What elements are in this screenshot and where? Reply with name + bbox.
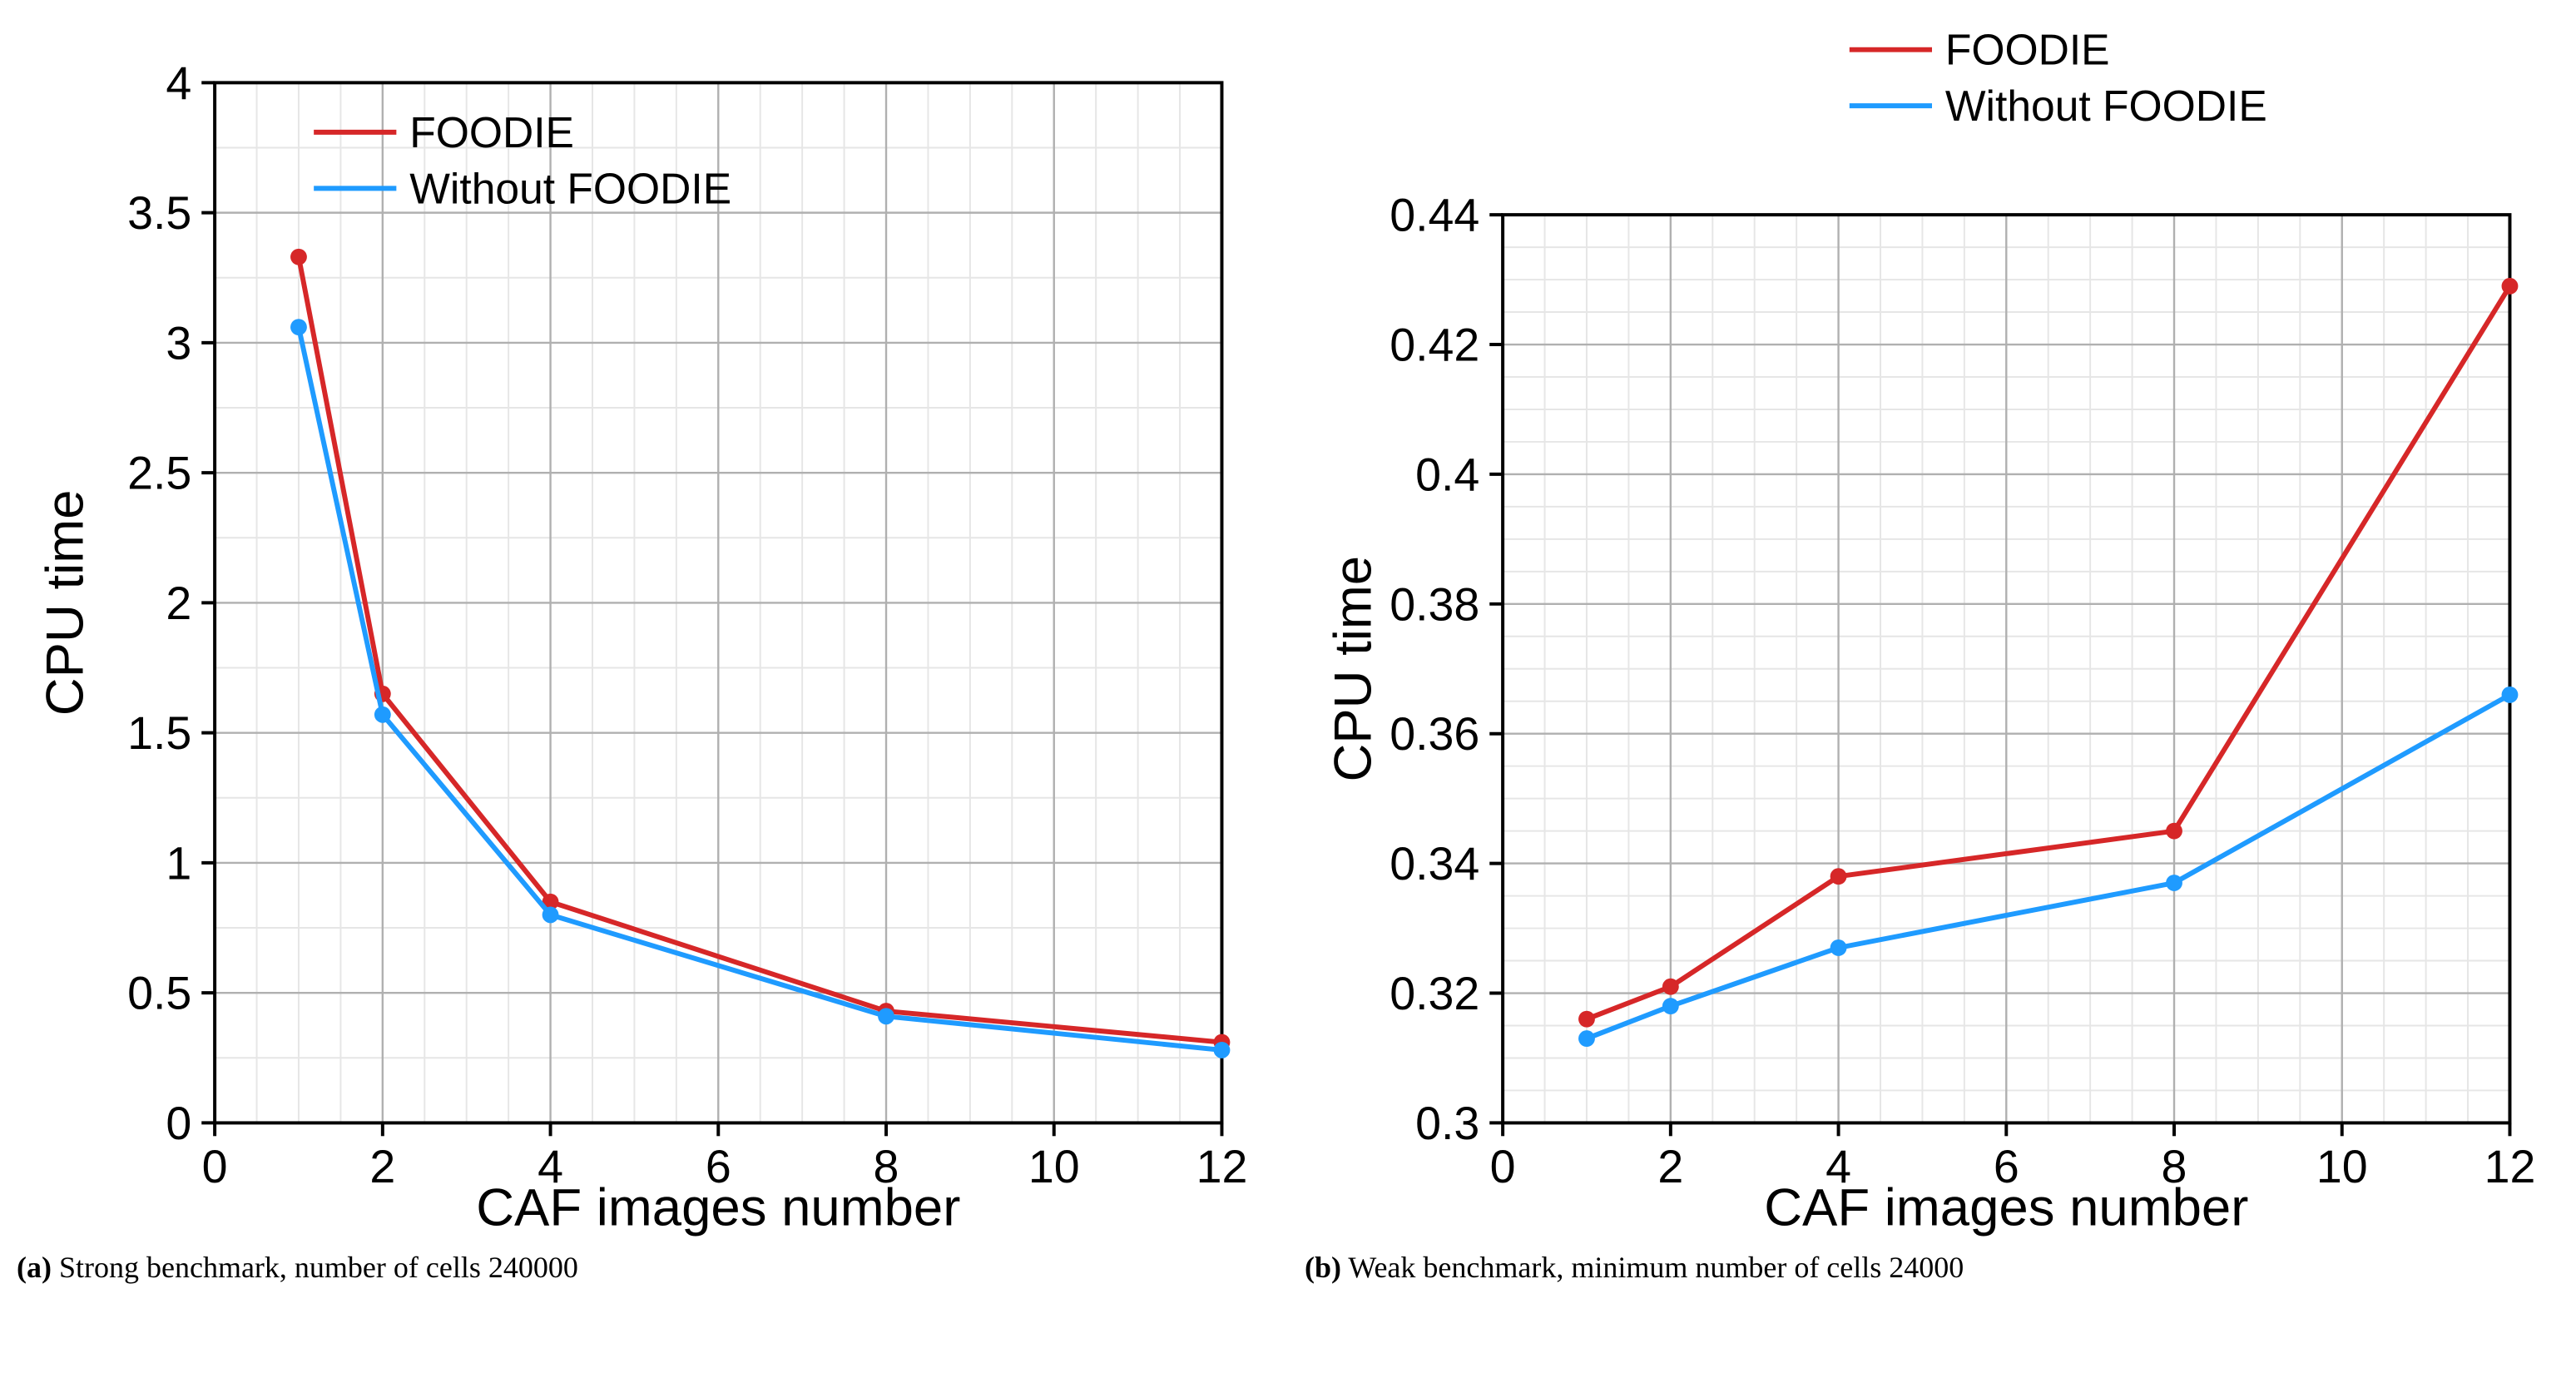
svg-text:10: 10: [2316, 1141, 2368, 1192]
svg-text:0.38: 0.38: [1390, 578, 1479, 630]
svg-text:3.5: 3.5: [127, 187, 191, 239]
svg-text:CAF images number: CAF images number: [476, 1178, 960, 1237]
panel-a: 02468101200.511.522.533.54CAF images num…: [17, 17, 1271, 1287]
svg-text:2: 2: [1657, 1141, 1683, 1192]
svg-text:0: 0: [202, 1141, 228, 1192]
panel-b: 0246810120.30.320.340.360.380.40.420.44C…: [1305, 17, 2559, 1287]
caption-a-text: Strong benchmark, number of cells 240000: [59, 1251, 578, 1284]
svg-text:10: 10: [1028, 1141, 1080, 1192]
caption-a: (a) Strong benchmark, number of cells 24…: [17, 1248, 1271, 1287]
svg-text:CPU time: CPU time: [36, 490, 94, 716]
svg-text:Without FOODIE: Without FOODIE: [1945, 82, 2267, 130]
svg-text:0: 0: [166, 1098, 191, 1149]
svg-text:0.5: 0.5: [127, 968, 191, 1019]
chart-a-wrap: 02468101200.511.522.533.54CAF images num…: [17, 17, 1271, 1238]
svg-text:0.32: 0.32: [1390, 968, 1479, 1019]
chart-b-svg: 0246810120.30.320.340.360.380.40.420.44C…: [1305, 17, 2559, 1238]
svg-text:1: 1: [166, 837, 191, 889]
svg-text:12: 12: [1196, 1141, 1248, 1192]
svg-text:0: 0: [1490, 1141, 1516, 1192]
svg-text:1.5: 1.5: [127, 707, 191, 759]
svg-text:2.5: 2.5: [127, 448, 191, 499]
svg-text:Without FOODIE: Without FOODIE: [409, 164, 731, 212]
svg-text:12: 12: [2484, 1141, 2536, 1192]
caption-b-tag: (b): [1305, 1251, 1341, 1284]
svg-text:FOODIE: FOODIE: [1945, 26, 2110, 74]
svg-text:0.36: 0.36: [1390, 708, 1479, 760]
caption-b-text: Weak benchmark, minimum number of cells …: [1348, 1251, 1964, 1284]
chart-a-svg: 02468101200.511.522.533.54CAF images num…: [17, 17, 1271, 1238]
svg-text:3: 3: [166, 317, 191, 369]
figure-container: 02468101200.511.522.533.54CAF images num…: [17, 17, 2559, 1287]
chart-b-wrap: 0246810120.30.320.340.360.380.40.420.44C…: [1305, 17, 2559, 1238]
svg-text:2: 2: [166, 577, 191, 629]
svg-text:4: 4: [166, 57, 191, 109]
svg-text:2: 2: [369, 1141, 395, 1192]
svg-text:CAF images number: CAF images number: [1764, 1178, 2248, 1237]
svg-text:0.42: 0.42: [1390, 319, 1479, 370]
svg-text:0.3: 0.3: [1415, 1098, 1479, 1149]
svg-text:CPU time: CPU time: [1324, 556, 1382, 782]
svg-text:0.44: 0.44: [1390, 190, 1479, 241]
svg-text:0.4: 0.4: [1415, 449, 1479, 500]
caption-b: (b) Weak benchmark, minimum number of ce…: [1305, 1248, 2559, 1287]
svg-text:FOODIE: FOODIE: [409, 108, 574, 156]
svg-text:0.34: 0.34: [1390, 838, 1479, 890]
caption-a-tag: (a): [17, 1251, 52, 1284]
